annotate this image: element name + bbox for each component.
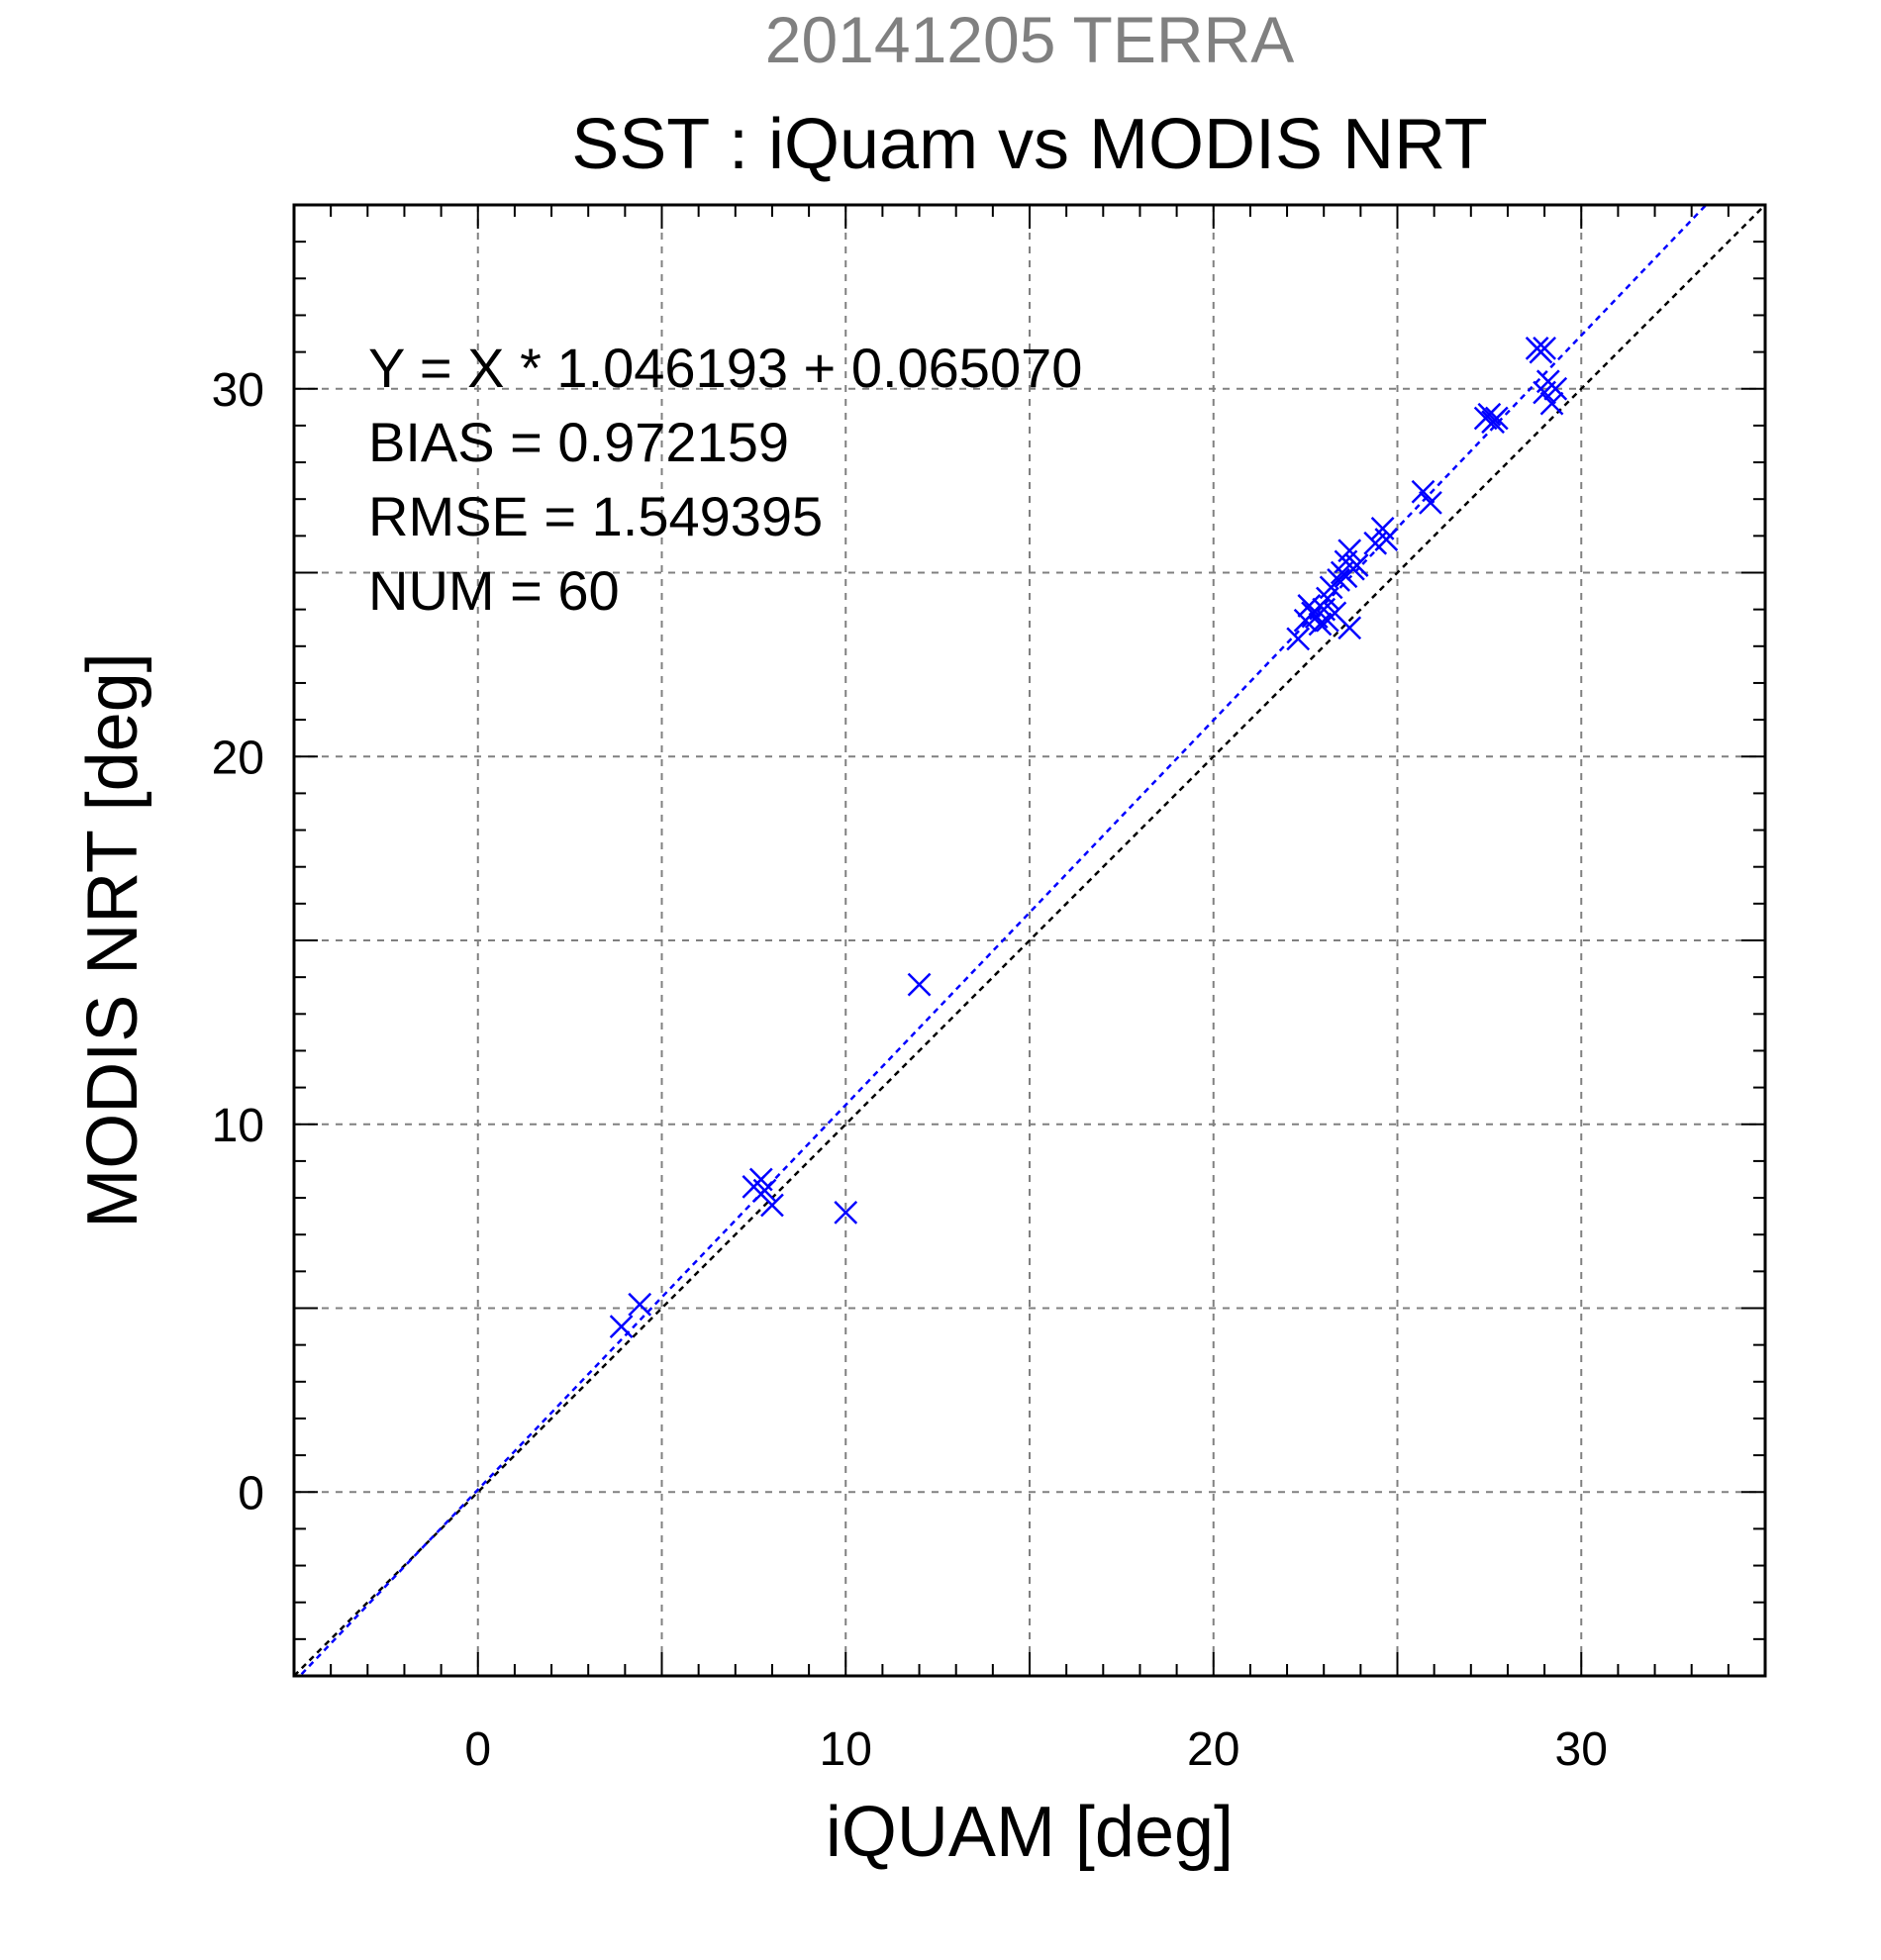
data-point <box>1297 594 1322 618</box>
data-point-stroke <box>1484 406 1509 431</box>
stat-bias: BIAS = 0.972159 <box>368 411 789 473</box>
data-point <box>609 1315 634 1338</box>
data-point <box>907 972 932 997</box>
data-point <box>1374 528 1399 551</box>
data-point-stroke <box>1327 568 1350 592</box>
stat-fit-equation: Y = X * 1.046193 + 0.065070 <box>368 337 1082 399</box>
one-to-one-line <box>294 205 1765 1676</box>
chart-subtitle: SST : iQuam vs MODIS NRT <box>571 105 1488 184</box>
data-point <box>1327 568 1350 592</box>
data-point-stroke <box>1533 337 1556 360</box>
data-point <box>1543 376 1568 401</box>
y-tick-label: 30 <box>212 364 264 417</box>
data-point-stroke <box>1308 612 1333 637</box>
data-point <box>1337 616 1362 640</box>
data-point <box>760 1193 784 1218</box>
data-point <box>1419 491 1442 515</box>
y-tick-label: 0 <box>238 1467 264 1519</box>
minor-ticks <box>294 205 1765 1676</box>
data-point-stroke <box>609 1315 634 1338</box>
data-point-stroke <box>907 972 932 997</box>
data-point-stroke <box>748 1167 773 1192</box>
data-point <box>834 1201 858 1225</box>
data-point <box>1286 627 1311 651</box>
data-point-stroke <box>1286 627 1311 651</box>
data-point-stroke <box>1411 479 1436 504</box>
x-tick-label: 0 <box>464 1723 491 1776</box>
data-point-stroke <box>1337 539 1362 563</box>
data-point-stroke <box>760 1193 784 1218</box>
data-point <box>752 1178 777 1203</box>
data-point-stroke <box>1297 594 1322 618</box>
data-point-stroke <box>1539 391 1564 416</box>
data-point <box>1484 406 1509 431</box>
chart-title: 20141205 TERRA <box>765 3 1294 76</box>
x-tick-labels: 0 10 20 30 <box>464 1723 1608 1776</box>
x-axis-label: iQUAM [deg] <box>826 1793 1234 1872</box>
data-point-stroke <box>1477 402 1502 427</box>
data-point <box>628 1292 652 1317</box>
y-tick-label: 10 <box>212 1100 264 1152</box>
data-point-stroke <box>628 1292 652 1317</box>
data-point-stroke <box>1337 616 1362 640</box>
data-point-stroke <box>1419 491 1442 515</box>
data-point <box>1539 391 1564 416</box>
x-tick-label: 30 <box>1555 1723 1608 1776</box>
data-point-stroke <box>752 1178 777 1203</box>
x-tick-label: 10 <box>820 1723 872 1776</box>
data-point-stroke <box>834 1201 858 1225</box>
y-tick-label: 20 <box>212 732 264 784</box>
data-point-stroke <box>1374 528 1399 551</box>
stats-box: Y = X * 1.046193 + 0.065070 BIAS = 0.972… <box>368 337 1082 622</box>
data-markers <box>609 337 1568 1338</box>
x-tick-label: 20 <box>1187 1723 1239 1776</box>
stat-num: NUM = 60 <box>368 559 620 622</box>
data-point <box>1533 337 1556 360</box>
plot-frame <box>292 203 1767 1678</box>
data-point <box>1411 479 1436 504</box>
data-point <box>1477 402 1502 427</box>
stat-rmse: RMSE = 1.549395 <box>368 485 823 547</box>
data-point-stroke <box>1370 517 1395 540</box>
data-point <box>1337 539 1362 563</box>
regression-lines <box>294 205 1765 1676</box>
data-point-stroke <box>1543 376 1568 401</box>
data-point <box>1344 553 1369 577</box>
data-point-stroke <box>1344 553 1369 577</box>
y-tick-labels: 0 10 20 30 <box>212 364 264 1520</box>
data-point-stroke <box>1323 601 1347 626</box>
data-point <box>1308 612 1333 637</box>
y-axis-label: MODIS NRT [deg] <box>73 652 152 1228</box>
